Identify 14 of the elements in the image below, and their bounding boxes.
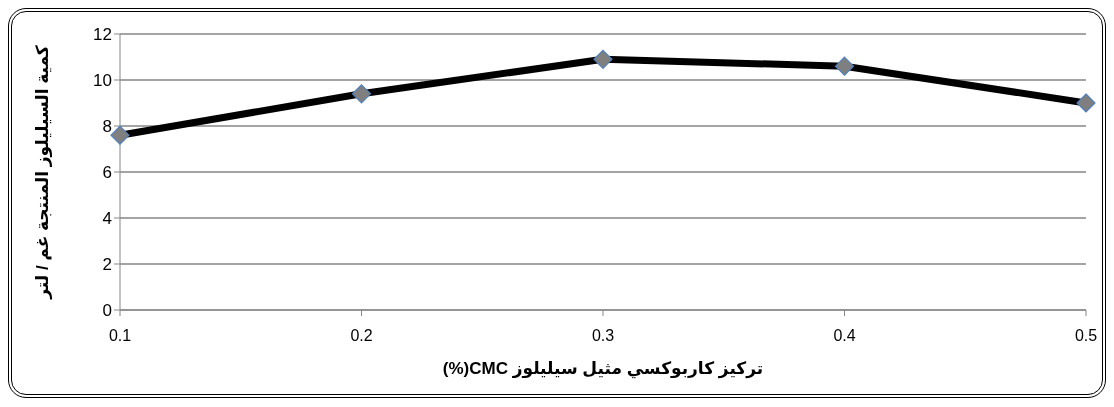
y-tick-label: 4 — [102, 209, 112, 229]
x-tick-label: 0.5 — [1074, 327, 1098, 345]
y-tick-label: 2 — [102, 255, 112, 275]
y-tick-label: 6 — [102, 163, 112, 183]
y-tick-label: 0 — [102, 301, 112, 321]
x-tick-label: 0.3 — [591, 327, 615, 345]
y-tick-label: 8 — [102, 117, 112, 137]
y-axis-title: كمية السيليلوز المنتجة غم / لتر — [33, 45, 54, 300]
y-tick-label: 12 — [93, 25, 112, 45]
y-tick-label: 10 — [93, 71, 112, 91]
x-axis-title: تركيز كاربوكسي مثيل سيليلوز CMC(%) — [442, 359, 764, 379]
x-tick-label: 0.1 — [108, 327, 132, 345]
x-tick-label: 0.2 — [350, 327, 373, 345]
x-tick-label: 0.4 — [833, 327, 856, 345]
